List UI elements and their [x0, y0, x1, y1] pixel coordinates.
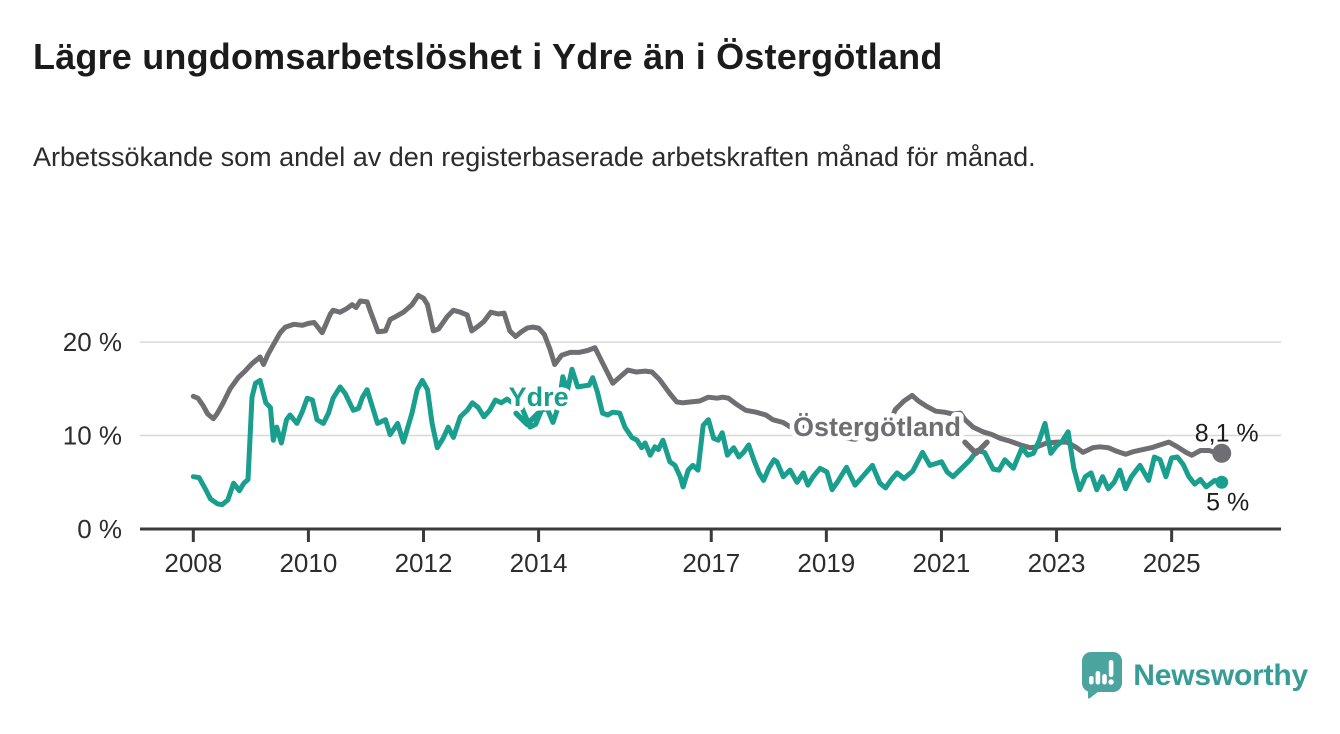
x-axis-label: 2019	[797, 548, 855, 578]
newsworthy-logo: Newsworthy	[1082, 652, 1308, 700]
chart-title: Lägre ungdomsarbetslöshet i Ydre än i Ös…	[33, 36, 943, 77]
x-axis-label: 2008	[164, 548, 222, 578]
newsworthy-logo-icon	[1082, 652, 1123, 699]
chart-subtitle: Arbetssökande som andel av den registerb…	[33, 142, 1036, 172]
x-axis-label: 2014	[510, 548, 568, 578]
ydre-label: Ydre	[509, 382, 569, 412]
x-axis-label: 2021	[913, 548, 971, 578]
ostergotland-value-label: 8,1 %	[1195, 419, 1259, 447]
x-axis-label: 2010	[279, 548, 337, 578]
ydre-value-label: 5 %	[1206, 488, 1249, 516]
x-axis-label: 2017	[682, 548, 740, 578]
ydre-pointer-chevron-icon	[513, 410, 541, 428]
y-axis-label: 0 %	[77, 514, 122, 544]
ostergotland-pointer-chevron-icon	[962, 439, 990, 457]
y-axis-label: 20 %	[63, 327, 122, 357]
ydre-line	[190, 366, 1225, 508]
x-axis-label: 2025	[1143, 548, 1201, 578]
ostergotland-label: Östergötland	[793, 412, 961, 442]
newsworthy-wordmark: Newsworthy	[1133, 659, 1308, 692]
ydre-end-dot	[1215, 475, 1229, 489]
ostergotland-line	[190, 292, 1225, 458]
ostergotland-end-dot	[1212, 443, 1232, 463]
y-axis-label: 10 %	[63, 421, 122, 451]
x-axis-label: 2012	[395, 548, 453, 578]
x-axis-label: 2023	[1028, 548, 1086, 578]
